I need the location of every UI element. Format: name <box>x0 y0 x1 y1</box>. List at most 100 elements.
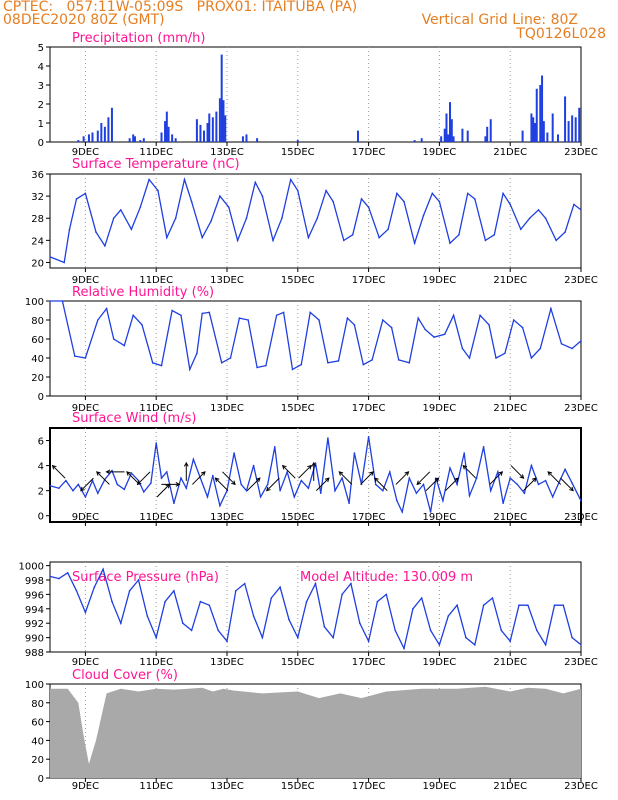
panel-title: Relative Humidity (%) <box>72 285 214 300</box>
data-point <box>559 479 561 482</box>
data-point <box>491 597 494 599</box>
data-point <box>429 511 432 513</box>
y-tick-label: 40 <box>31 736 44 747</box>
data-point <box>49 300 51 302</box>
y-tick-label: 20 <box>31 258 44 269</box>
data-point <box>245 489 248 492</box>
data-point <box>463 452 466 454</box>
data-point <box>502 502 504 505</box>
precip-bar <box>107 117 110 142</box>
data-point <box>438 200 441 203</box>
precip-bar <box>484 136 487 142</box>
wind-arrow <box>52 465 66 479</box>
data-point <box>212 474 214 477</box>
y-tick-label: 0 <box>38 774 44 785</box>
precip-bar <box>539 85 542 142</box>
data-point <box>367 640 370 642</box>
data-point <box>259 496 262 498</box>
y-tick-label: 100 <box>25 297 44 308</box>
data-point <box>174 217 177 219</box>
data-point <box>509 477 512 479</box>
precip-bar <box>256 138 259 142</box>
data-point <box>484 239 487 242</box>
data-point <box>417 317 420 319</box>
data-point <box>334 489 336 492</box>
wind-arrow <box>315 477 330 492</box>
x-tick-label: 17DEC <box>352 781 386 792</box>
data-point <box>72 489 74 492</box>
data-point <box>415 492 418 495</box>
data-point <box>580 644 582 646</box>
x-tick-label: 21DEC <box>493 781 527 792</box>
wind-arrow <box>416 471 431 485</box>
wind-arrow-head <box>265 486 271 492</box>
data-point <box>422 483 425 486</box>
data-point <box>180 477 182 479</box>
data-point <box>252 615 255 617</box>
data-point <box>151 362 154 364</box>
data-point <box>123 344 126 347</box>
precip-bar <box>100 123 103 142</box>
data-point <box>341 593 343 596</box>
data-point <box>537 209 540 211</box>
wind-arrow <box>445 477 459 492</box>
wind-arrow-head <box>324 477 330 483</box>
data-point <box>493 234 496 236</box>
data-point <box>266 483 269 486</box>
x-tick-label: 13DEC <box>210 147 244 158</box>
data-point <box>382 319 384 321</box>
header-station-info: CPTEC: 057:11W-05:09S PROX01: ITAITUBA (… <box>3 0 358 15</box>
data-point <box>173 502 175 505</box>
precip-bar <box>450 119 453 142</box>
data-point <box>84 611 87 614</box>
wind-arrow-head <box>255 477 261 483</box>
data-point <box>261 195 264 197</box>
wind-arrow <box>395 471 409 485</box>
y-tick-label: 1000 <box>19 562 44 573</box>
wind-arrow <box>489 471 503 485</box>
data-point <box>272 239 274 242</box>
data-point <box>146 615 149 617</box>
data-point <box>367 206 370 208</box>
data-point <box>61 300 64 302</box>
data-point <box>528 217 531 219</box>
x-tick-label: 23DEC <box>564 781 598 792</box>
x-tick-label: 15DEC <box>281 147 315 158</box>
wind-arrow-head <box>569 486 574 492</box>
x-tick-label: 9DEC <box>72 512 99 523</box>
data-point <box>210 220 212 222</box>
data-point <box>396 192 398 195</box>
x-tick-label: 9DEC <box>72 275 99 286</box>
wind-arrow-head <box>96 471 101 476</box>
data-point <box>148 178 150 181</box>
data-point <box>141 324 143 326</box>
data-point <box>180 314 182 317</box>
x-tick-label: 17DEC <box>352 512 386 523</box>
y-tick-label: 988 <box>25 648 44 659</box>
x-tick-label: 11DEC <box>139 781 173 792</box>
x-tick-label: 21DEC <box>493 275 527 286</box>
data-point <box>190 200 193 203</box>
data-point <box>128 590 131 592</box>
data-point <box>500 629 503 632</box>
data-point <box>518 604 520 606</box>
x-tick-label: 13DEC <box>210 657 244 668</box>
data-point <box>403 200 405 203</box>
precip-bar <box>521 130 524 142</box>
data-point <box>442 499 444 502</box>
data-point <box>323 626 326 628</box>
data-point <box>112 217 115 219</box>
x-tick-label: 17DEC <box>352 275 386 286</box>
precip-bar <box>445 113 448 142</box>
data-point <box>544 644 547 646</box>
data-point <box>401 511 404 513</box>
wind-arrow <box>425 477 439 492</box>
panel-title: Precipitation (mm/h) <box>72 31 205 46</box>
precip-bar <box>533 123 536 142</box>
x-tick-label: 13DEC <box>210 275 244 286</box>
data-point <box>551 496 554 498</box>
x-tick-label: 19DEC <box>423 512 457 523</box>
data-point <box>95 231 97 233</box>
precip-bar <box>215 111 218 142</box>
x-tick-label: 21DEC <box>493 512 527 523</box>
